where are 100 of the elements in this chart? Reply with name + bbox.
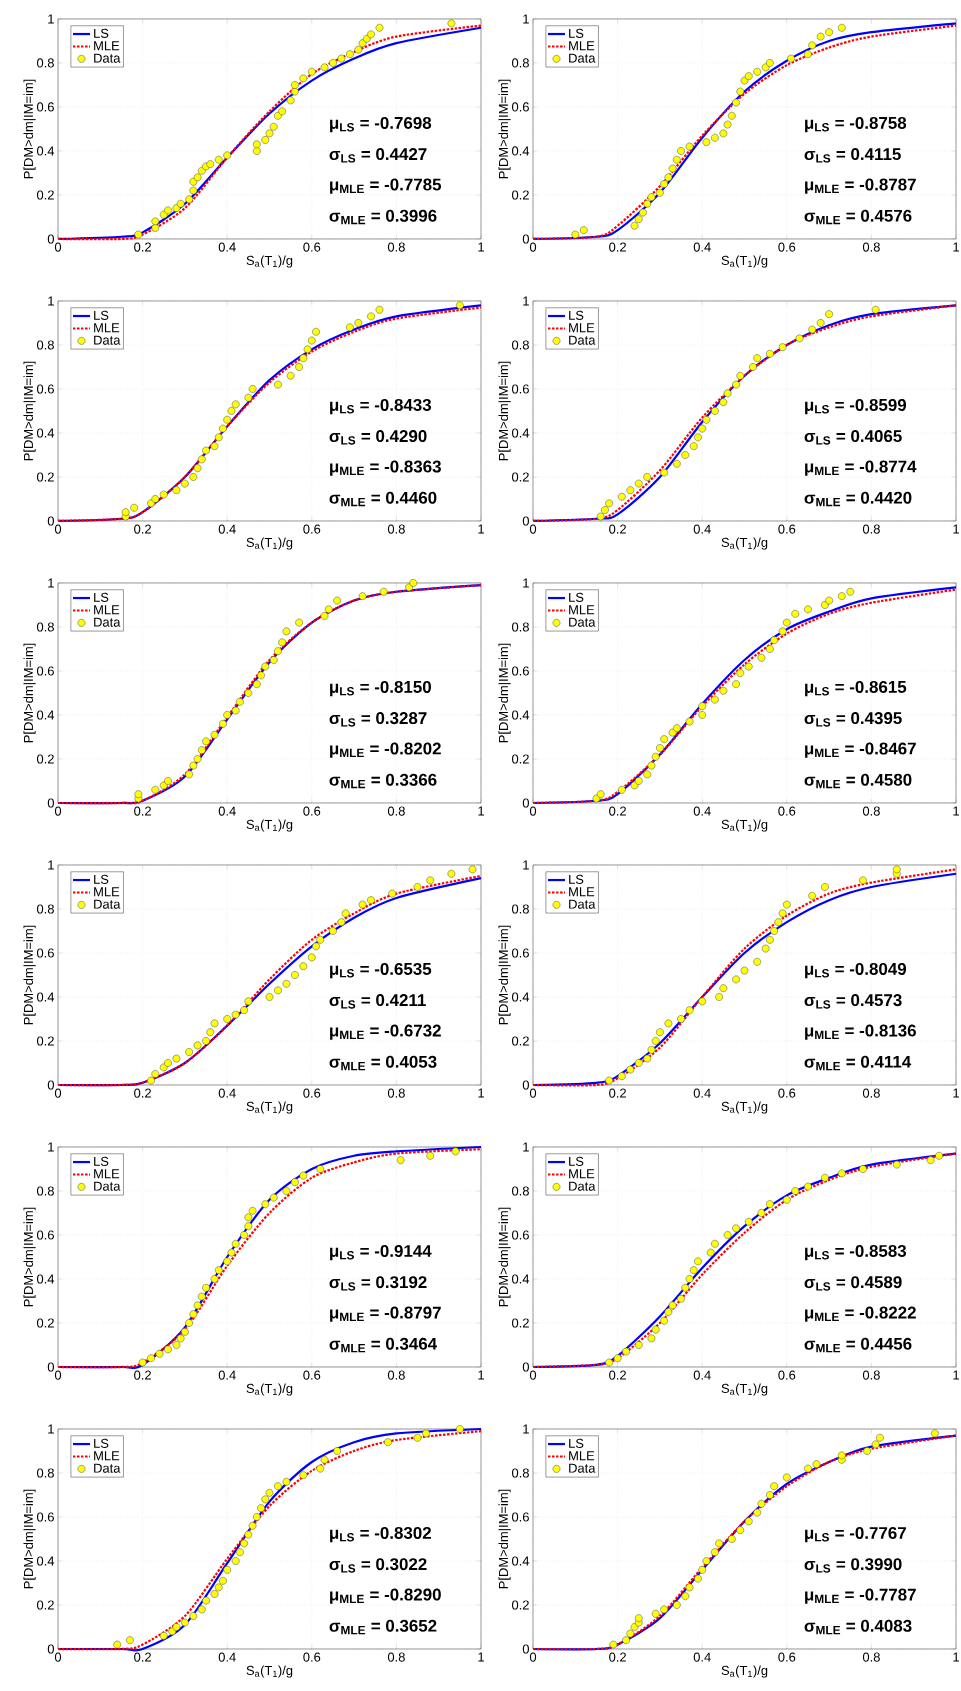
y-tick-label: 0 <box>522 798 529 808</box>
legend-label: LS <box>569 592 584 602</box>
point <box>354 45 363 54</box>
point <box>715 1539 723 1548</box>
point <box>617 492 626 501</box>
x-tick-label: 1 <box>478 242 484 252</box>
point <box>892 865 901 874</box>
point <box>761 944 770 953</box>
point <box>379 587 388 596</box>
x-axis-title: S$_{a}$(T$_{1}$)/g <box>721 1383 768 1396</box>
point <box>316 935 325 944</box>
y-tick-label: 0.2 <box>36 1318 54 1328</box>
annotation: μ$_{LS}$ = -0.7767 <box>805 1526 906 1543</box>
point <box>214 1266 223 1275</box>
annotation: σ$_{MLE}$ = 0.4083 <box>804 1619 912 1635</box>
point <box>685 717 694 726</box>
point <box>685 1583 694 1592</box>
y-tick-label: 0.2 <box>511 1600 529 1610</box>
point <box>337 918 346 927</box>
legend-label: LS <box>94 1438 109 1448</box>
point <box>609 1640 618 1649</box>
legend-label: LS <box>569 1156 584 1166</box>
point <box>723 120 732 129</box>
point <box>732 680 740 689</box>
point <box>571 230 580 239</box>
point <box>291 81 299 89</box>
x-tick-label: 0.4 <box>693 1370 711 1380</box>
point <box>808 41 817 50</box>
x-axis-title: S$_{a}$(T$_{1}$)/g <box>246 255 293 268</box>
point <box>837 1169 846 1178</box>
y-axis-title: P[DM>dm|IM=im] <box>498 79 511 179</box>
point <box>248 385 257 393</box>
point <box>151 217 160 226</box>
point <box>240 1006 248 1015</box>
point <box>837 23 846 32</box>
y-tick-label: 0.2 <box>511 1036 529 1046</box>
y-tick-label: 0.6 <box>511 384 529 394</box>
point <box>422 1429 430 1438</box>
point <box>630 781 639 790</box>
legend-label: Data <box>94 335 121 345</box>
y-tick-label: 1 <box>48 296 54 306</box>
point <box>151 785 160 794</box>
point <box>639 208 647 217</box>
x-tick-label: 0.8 <box>387 242 405 252</box>
point <box>698 711 707 719</box>
point <box>791 609 800 618</box>
x-tick-label: 0.6 <box>778 806 796 816</box>
x-tick-label: 0.8 <box>862 524 880 534</box>
point <box>622 1636 630 1645</box>
y-tick-label: 1 <box>523 578 529 588</box>
point <box>189 761 198 770</box>
point <box>727 1535 736 1543</box>
point <box>299 1471 308 1480</box>
point <box>223 415 232 424</box>
point <box>681 451 690 459</box>
point <box>181 1618 189 1627</box>
point <box>876 1433 884 1442</box>
point <box>193 173 202 182</box>
annotation: μ$_{LS}$ = -0.8599 <box>805 398 907 415</box>
point <box>307 67 316 76</box>
point <box>223 1565 232 1574</box>
x-tick-label: 0.2 <box>134 1088 151 1098</box>
annotation: σ$_{LS}$ = 0.3990 <box>804 1558 902 1573</box>
point <box>295 618 303 627</box>
y-tick-label: 0.6 <box>36 102 54 112</box>
point <box>320 63 329 72</box>
point <box>274 1482 282 1491</box>
point <box>261 1495 270 1504</box>
point <box>770 1482 778 1491</box>
x-tick-label: 0.2 <box>609 1370 626 1380</box>
point <box>825 28 833 37</box>
point <box>248 1206 257 1215</box>
y-tick-label: 1 <box>523 1424 529 1434</box>
x-tick-label: 0.4 <box>693 806 711 816</box>
y-tick-label: 0.8 <box>511 58 529 68</box>
point <box>468 865 477 874</box>
point <box>261 662 270 671</box>
legend-label: LS <box>94 874 109 884</box>
x-tick-label: 0.4 <box>218 806 236 816</box>
point <box>172 1054 181 1063</box>
point <box>685 1006 694 1015</box>
point <box>626 486 635 495</box>
annotation: μ$_{LS}$ = -0.8758 <box>805 116 907 133</box>
point <box>744 662 753 671</box>
y-tick-label: 0.6 <box>36 384 54 394</box>
point <box>269 122 278 131</box>
y-tick-label: 0.6 <box>511 1512 529 1522</box>
point <box>176 199 185 208</box>
point <box>677 1015 685 1023</box>
x-tick-label: 0.2 <box>134 1652 151 1662</box>
point <box>185 195 193 204</box>
legend-label: MLE <box>569 41 595 51</box>
legend-label: Data <box>94 617 121 627</box>
point <box>240 1539 248 1548</box>
point <box>413 883 422 891</box>
y-tick-label: 0.2 <box>36 754 54 764</box>
annotation: μ$_{LS}$ = -0.7698 <box>330 116 432 133</box>
point <box>329 59 337 67</box>
x-tick-label: 0.8 <box>387 1370 405 1380</box>
point <box>176 1334 185 1343</box>
